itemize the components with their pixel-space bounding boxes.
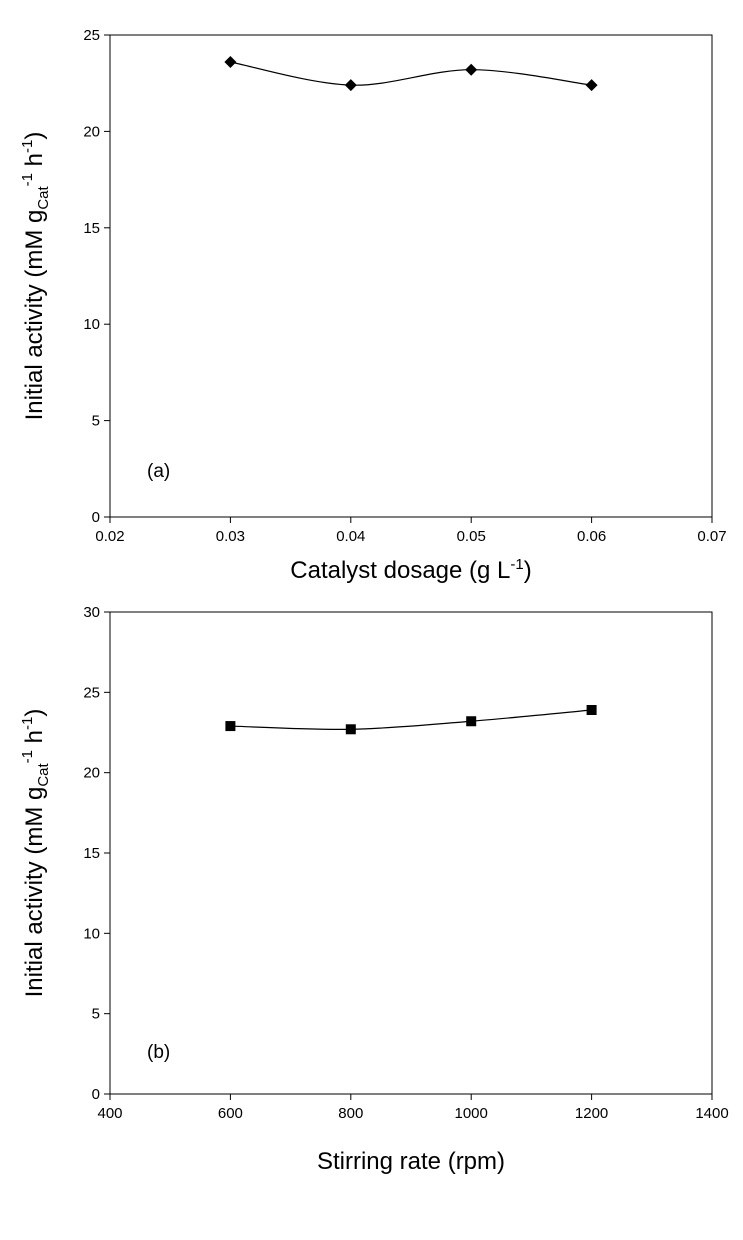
y-tick-label: 5 [92, 1006, 100, 1023]
y-axis-title: Initial activity (mM gCat-1 h-1) [19, 132, 52, 421]
y-tick-label: 0 [92, 509, 100, 526]
x-tick-label: 1000 [455, 1105, 488, 1122]
data-point-diamond [465, 63, 478, 76]
y-tick-label: 15 [83, 220, 100, 237]
x-axis-title: Catalyst dosage (g L-1) [290, 556, 531, 584]
y-tick-label: 15 [83, 845, 100, 862]
x-tick-label: 0.03 [216, 528, 245, 545]
x-tick-label: 0.02 [95, 528, 124, 545]
plot-frame [109, 611, 713, 1095]
y-tick-label: 10 [83, 316, 100, 333]
x-tick-label: 800 [338, 1105, 363, 1122]
data-point-diamond [224, 55, 237, 68]
x-axis-title: Stirring rate (rpm) [317, 1148, 505, 1175]
y-tick-label: 5 [92, 413, 100, 430]
series-line [230, 61, 592, 86]
y-tick-label: 20 [83, 765, 100, 782]
y-tick-label: 30 [83, 604, 100, 621]
data-point-square [586, 705, 597, 716]
data-point-square [345, 724, 356, 735]
x-tick-label: 0.06 [577, 528, 606, 545]
chart-panel-2: 400 600 800 1000 1200 1400 0 5 10 15 20 25 30 (b) Stir… [19, 604, 729, 1175]
panel-label: (a) [147, 461, 170, 482]
x-tick-label: 0.04 [336, 528, 365, 545]
data-point-diamond [585, 79, 598, 92]
y-axis-title: Initial activity (mM gCat-1 h-1) [19, 709, 52, 998]
series-line [230, 709, 592, 731]
y-tick-label: 25 [83, 684, 100, 701]
data-point-square [225, 721, 236, 732]
plot-frame [109, 34, 713, 518]
x-tick-label: 1200 [575, 1105, 608, 1122]
y-tick-label: 25 [83, 27, 100, 44]
x-tick-label: 1400 [695, 1105, 728, 1122]
panel-label: (b) [147, 1042, 170, 1063]
x-tick-label: 600 [218, 1105, 243, 1122]
data-point-diamond [344, 79, 357, 92]
y-tick-label: 20 [83, 123, 100, 140]
x-tick-label: 400 [97, 1105, 122, 1122]
data-point-square [466, 716, 477, 727]
y-tick-label: 0 [92, 1086, 100, 1103]
y-tick-label: 10 [83, 925, 100, 942]
x-tick-label: 0.05 [457, 528, 486, 545]
chart-panel-1: 0.02 0.03 0.04 0.05 0.06 0.07 0 5 10 15 20 25 (a) Cat… [19, 27, 727, 584]
x-tick-label: 0.07 [697, 528, 726, 545]
